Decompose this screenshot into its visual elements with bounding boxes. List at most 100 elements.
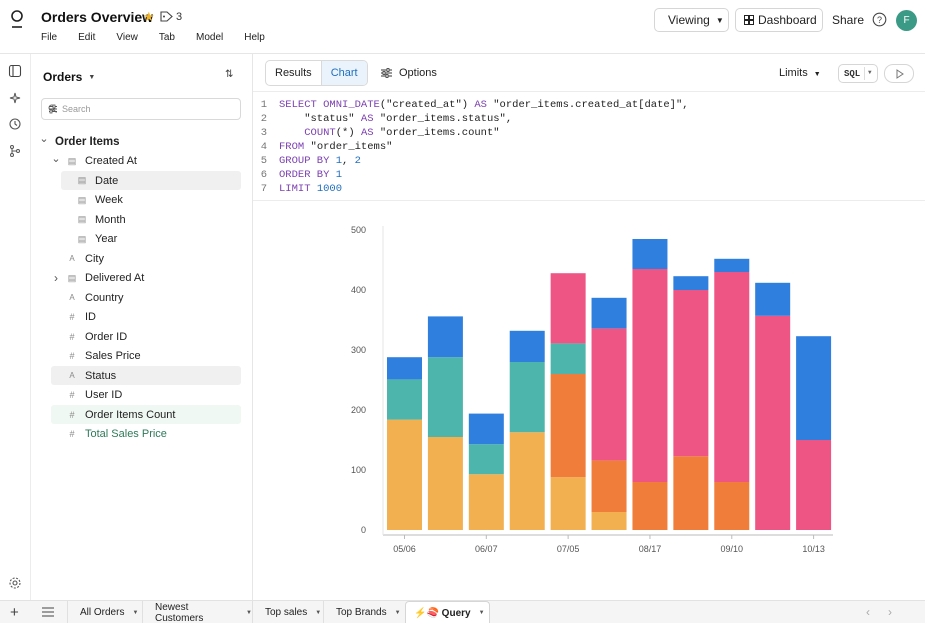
bar-segment[interactable] — [591, 460, 627, 512]
field-sales-price[interactable]: # Sales Price — [51, 347, 241, 366]
field-created-at[interactable]: ⌄ ▤ Created At — [51, 152, 241, 171]
field-label: Sales Price — [85, 350, 141, 362]
bar-segment[interactable] — [427, 357, 463, 437]
field-total-sales-price[interactable]: # Total Sales Price — [51, 425, 241, 444]
field-date[interactable]: ▤ Date — [61, 171, 241, 190]
field-status[interactable]: A Status — [51, 366, 241, 385]
bar-segment[interactable] — [796, 336, 832, 440]
bar-segment[interactable] — [591, 328, 627, 461]
caret-down-icon[interactable]: ▼ — [394, 609, 401, 616]
caret-down-icon[interactable]: ▼ — [478, 610, 485, 616]
expand-collapse-icon[interactable]: ⇅ — [225, 69, 234, 80]
topic-selector[interactable]: Orders ▼ — [43, 70, 95, 84]
workbook-tab[interactable]: Newest Customers ▼ — [142, 601, 252, 623]
bar-segment[interactable] — [755, 282, 791, 316]
tag-icon[interactable] — [160, 11, 173, 22]
next-tab-icon[interactable]: › — [888, 605, 892, 619]
field-search[interactable] — [41, 98, 241, 120]
share-button[interactable]: Share — [832, 13, 865, 27]
field-country[interactable]: A Country — [51, 288, 241, 307]
menu-help[interactable]: Help — [244, 32, 265, 43]
bar-segment[interactable] — [591, 512, 627, 530]
workbook-tab[interactable]: Top sales ▼ — [252, 601, 323, 623]
bar-segment[interactable] — [468, 413, 504, 445]
workbook-tab[interactable]: ⚡🍣 Query ▼ — [405, 601, 490, 623]
help-icon[interactable]: ? — [872, 12, 887, 27]
dashboard-button[interactable]: Dashboard — [735, 8, 823, 32]
bar-segment[interactable] — [509, 432, 545, 530]
caret-down-icon[interactable]: ▼ — [315, 609, 322, 616]
chevron-right-icon[interactable]: › — [54, 271, 58, 285]
settings-gear-icon[interactable] — [8, 576, 22, 590]
caret-down-icon[interactable]: ▼ — [246, 609, 252, 616]
field-delivered-at[interactable]: › ▤ Delivered At — [51, 269, 241, 288]
tab-menu-icon[interactable] — [42, 606, 54, 618]
run-query-button[interactable] — [884, 64, 914, 83]
bar-segment[interactable] — [591, 297, 627, 329]
y-tick-label: 300 — [351, 345, 366, 355]
field-city[interactable]: A City — [51, 249, 241, 268]
bar-segment[interactable] — [387, 357, 422, 380]
tab-chart[interactable]: Chart — [320, 61, 367, 85]
bar-segment[interactable] — [468, 474, 504, 530]
menu-edit[interactable]: Edit — [78, 32, 96, 43]
bar-segment[interactable] — [427, 437, 463, 530]
menu-view[interactable]: View — [116, 32, 138, 43]
filter-sliders-icon[interactable] — [48, 104, 58, 114]
search-input[interactable] — [62, 101, 212, 117]
menu-model[interactable]: Model — [195, 32, 224, 43]
bar-segment[interactable] — [714, 272, 750, 482]
field-order-items[interactable]: ⌄ Order Items — [39, 132, 241, 151]
bar-segment[interactable] — [550, 273, 586, 344]
bar-segment[interactable] — [673, 456, 709, 530]
branch-icon[interactable] — [8, 144, 22, 158]
previous-tab-icon[interactable]: ‹ — [866, 605, 870, 619]
workbook-tab[interactable]: Top Brands ▼ — [323, 601, 405, 623]
bar-segment[interactable] — [509, 362, 545, 433]
sidebar-toggle-icon[interactable] — [8, 64, 22, 78]
field-week[interactable]: ▤ Week — [61, 191, 241, 210]
workbook-tab[interactable]: All Orders ▼ — [67, 601, 142, 623]
add-tab-icon[interactable]: + — [10, 604, 19, 621]
bar-segment[interactable] — [714, 258, 750, 272]
chevron-down-icon[interactable]: ⌄ — [51, 152, 61, 165]
bar-segment[interactable] — [673, 276, 709, 290]
field-user-id[interactable]: # User ID — [51, 386, 241, 405]
bar-segment[interactable] — [632, 239, 668, 269]
tab-results[interactable]: Results — [275, 67, 312, 79]
bar-segment[interactable] — [755, 315, 791, 530]
viewing-mode-button[interactable]: Viewing ▼ — [654, 8, 729, 32]
caret-down-icon[interactable]: ▼ — [868, 69, 872, 76]
field-year[interactable]: ▤ Year — [61, 230, 241, 249]
chevron-down-icon[interactable]: ⌄ — [39, 133, 49, 145]
bar-segment[interactable] — [714, 482, 750, 530]
field-order-id[interactable]: # Order ID — [51, 327, 241, 346]
bar-segment[interactable] — [387, 419, 422, 530]
bar-segment[interactable] — [550, 374, 586, 478]
field-id[interactable]: # ID — [51, 308, 241, 327]
sql-editor[interactable]: 1 SELECT OMNI_DATE("created_at") AS "orde… — [253, 93, 925, 201]
bar-segment[interactable] — [509, 330, 545, 362]
bar-segment[interactable] — [550, 477, 586, 530]
bar-segment[interactable] — [632, 269, 668, 482]
omni-logo-icon[interactable] — [10, 9, 24, 31]
menu-file[interactable]: File — [41, 32, 58, 43]
field-order-items-count[interactable]: # Order Items Count — [51, 405, 241, 424]
bar-segment[interactable] — [796, 440, 832, 530]
bar-segment[interactable] — [427, 316, 463, 358]
caret-down-icon[interactable]: ▼ — [132, 609, 139, 616]
limits-dropdown[interactable]: Limits ▼ — [779, 67, 821, 79]
bar-segment[interactable] — [550, 343, 586, 374]
ai-sparkle-icon[interactable] — [8, 91, 22, 105]
bar-segment[interactable] — [673, 290, 709, 457]
sql-toggle-button[interactable]: SQL ▼ — [838, 64, 878, 83]
bar-segment[interactable] — [387, 379, 422, 420]
bar-segment[interactable] — [632, 482, 668, 530]
options-button[interactable]: Options — [381, 67, 437, 79]
favorite-star-icon[interactable]: ★ — [143, 9, 155, 24]
menu-tab[interactable]: Tab — [158, 32, 175, 43]
history-icon[interactable] — [8, 117, 22, 131]
avatar[interactable]: F — [896, 10, 917, 31]
field-month[interactable]: ▤ Month — [61, 210, 241, 229]
bar-segment[interactable] — [468, 444, 504, 475]
